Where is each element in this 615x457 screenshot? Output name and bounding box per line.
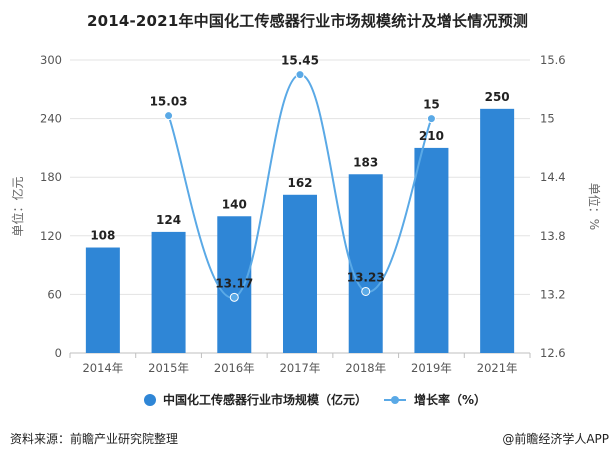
growth-point [361,286,371,296]
y-left-axis-title: 单位：亿元 [10,176,25,236]
y-left-tick-label: 300 [40,53,62,67]
legend-marker-bar [144,394,156,406]
growth-value-label: 13.17 [215,276,253,290]
x-tick-label: 2015年 [148,361,189,375]
growth-value-label: 13.23 [347,270,385,284]
y-left-tick-label: 60 [47,287,62,301]
y-right-tick-label: 15 [540,112,555,126]
y-right-axis-title: 单位：% [587,183,602,230]
data-labels: 108 124 140 162 183 210 250 15.03 13.17 15.45 13.2… [90,54,509,291]
growth-point [229,292,239,302]
y-right-tick-label: 13.2 [540,287,566,301]
x-tick-label: 2014年 [82,361,123,375]
bar [217,216,252,353]
legend-marker-point [391,396,399,404]
y-left-tick-label: 120 [40,229,62,243]
x-tick-label: 2016年 [214,361,255,375]
legend-label-bar: 中国化工传感器行业市场规模（亿元） [163,392,367,407]
axes: 0 60 120 180 240 300 12.6 13.2 13.8 14.4 15 15.6 单位：… [10,53,602,375]
legend-label-line: 增长率（%） [414,392,486,407]
x-tick-label: 2021年 [477,361,518,375]
source-note: 资料来源：前瞻产业研究院整理 [10,432,179,446]
y-left-tick-label: 180 [40,170,62,184]
growth-point [426,114,436,124]
line-series [164,70,436,302]
bar-series [85,108,515,353]
bar [151,231,186,353]
growth-value-label: 15.45 [281,54,319,68]
y-left-tick-label: 240 [40,112,62,126]
chart-title: 2014-2021年中国化工传感器行业市场规模统计及增长情况预测 [86,12,529,30]
bar [348,174,383,353]
x-tick-label: 2017年 [280,361,321,375]
bar-value-label: 140 [222,197,247,211]
bar-value-label: 124 [156,213,181,227]
bar [480,108,515,353]
y-left-tick-label: 0 [55,346,62,360]
bar-value-label: 108 [90,229,115,243]
x-tick-label: 2019年 [411,361,452,375]
growth-point [295,70,305,80]
bar [283,194,317,353]
bar-value-label: 250 [485,90,510,104]
y-right-tick-label: 13.8 [540,229,566,243]
growth-value-label: 15.03 [150,95,188,109]
brand-credit: @前瞻经济学人APP [502,432,609,446]
y-right-tick-label: 12.6 [540,346,566,360]
y-right-tick-label: 15.6 [540,53,566,67]
bar-value-label: 210 [419,129,444,143]
x-tick-label: 2018年 [345,361,386,375]
growth-point [164,111,174,121]
growth-value-label: 15 [423,98,440,112]
y-right-tick-label: 14.4 [540,170,566,184]
bar-value-label: 162 [287,176,312,190]
legend: 中国化工传感器行业市场规模（亿元） 增长率（%） [144,392,486,407]
bar-value-label: 183 [353,155,378,169]
bar [414,147,449,353]
bar [85,247,120,353]
